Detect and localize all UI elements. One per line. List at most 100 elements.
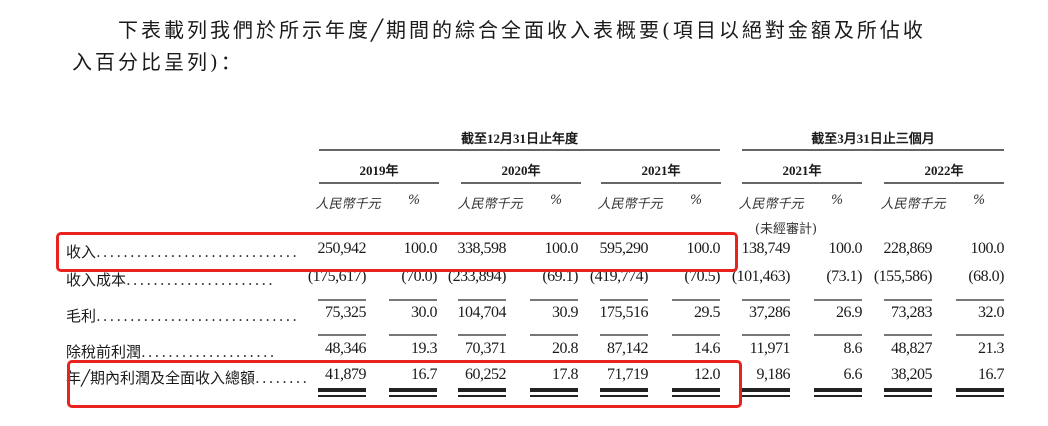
subtotal-rule bbox=[389, 299, 437, 301]
table-cell: 20.8 bbox=[552, 340, 579, 357]
table-cell: 100.0 bbox=[970, 240, 1005, 257]
table-cell: (175,617) bbox=[307, 268, 367, 285]
table-cell: 17.8 bbox=[552, 366, 579, 383]
table-cell: 138,749 bbox=[741, 240, 791, 257]
year-rule bbox=[601, 182, 721, 184]
subtotal-rule bbox=[318, 299, 366, 301]
table-cell: (68.0) bbox=[968, 268, 1004, 285]
total-double-rule bbox=[530, 388, 578, 397]
table-cell: (101,463) bbox=[731, 268, 791, 285]
total-double-rule bbox=[600, 388, 648, 397]
table-cell: 16.7 bbox=[411, 366, 438, 383]
table-cell: 38,205 bbox=[891, 366, 933, 383]
year-header: 2022年 bbox=[924, 163, 964, 178]
row-label-text: 年╱期內利潤及全面收入總額 bbox=[66, 369, 256, 387]
table-cell: 48,346 bbox=[325, 340, 367, 357]
table-cell: 48,827 bbox=[891, 340, 933, 357]
subtotal-rule bbox=[956, 299, 1004, 301]
subtotal-rule bbox=[672, 299, 720, 301]
table-cell: 29.5 bbox=[694, 304, 721, 321]
table-cell: (69.1) bbox=[542, 268, 578, 285]
table-cell: 70,371 bbox=[465, 340, 507, 357]
table-cell: (70.0) bbox=[401, 268, 437, 285]
row-label: 除稅前利潤.................... bbox=[66, 341, 306, 362]
row-label: 收入.............................. bbox=[66, 241, 306, 262]
year-header: 2021年 bbox=[641, 163, 681, 178]
table-cell: 9,186 bbox=[756, 366, 791, 383]
year-rule bbox=[461, 182, 581, 184]
table-cell: 60,252 bbox=[465, 366, 507, 383]
table-cell: (233,894) bbox=[447, 268, 507, 285]
table-cell: 75,325 bbox=[325, 304, 367, 321]
subtotal-rule bbox=[742, 334, 790, 336]
highlight-box-total-comprehensive-income bbox=[67, 360, 742, 408]
table-cell: 30.0 bbox=[411, 304, 438, 321]
subtotal-rule bbox=[884, 299, 932, 301]
subtotal-rule bbox=[530, 334, 578, 336]
table-cell: 41,879 bbox=[325, 366, 367, 383]
table-cell: 100.0 bbox=[828, 240, 863, 257]
year-rule bbox=[742, 182, 862, 184]
unit-percent: % bbox=[549, 193, 563, 208]
table-cell: (155,586) bbox=[873, 268, 933, 285]
unit-percent: % bbox=[689, 193, 703, 208]
table-cell: 73,283 bbox=[891, 304, 933, 321]
row-label: 毛利.............................. bbox=[66, 305, 306, 326]
header-rule bbox=[319, 149, 720, 151]
table-cell: 104,704 bbox=[457, 304, 507, 321]
intro-line-2: 入百分比呈列)： bbox=[72, 50, 244, 74]
subtotal-rule bbox=[814, 334, 862, 336]
subtotal-rule bbox=[672, 334, 720, 336]
subtotal-rule bbox=[458, 299, 506, 301]
subtotal-rule bbox=[956, 334, 1004, 336]
table-cell: (70.5) bbox=[684, 268, 720, 285]
table-cell: 6.6 bbox=[843, 366, 863, 383]
header-group-annual: 截至12月31日止年度 bbox=[460, 131, 578, 146]
table-cell: 100.0 bbox=[403, 240, 438, 257]
leader-dots: .............................. bbox=[96, 243, 300, 261]
subtotal-rule bbox=[530, 299, 578, 301]
table-cell: 175,516 bbox=[599, 304, 649, 321]
table-cell: 250,942 bbox=[317, 240, 367, 257]
unit-percent: % bbox=[407, 193, 421, 208]
header-group-quarter: 截至3月31日止三個月 bbox=[811, 131, 935, 146]
unit-percent: % bbox=[830, 193, 844, 208]
unaudited-note: (未經審計) bbox=[754, 222, 818, 237]
table-cell: (73.1) bbox=[826, 268, 862, 285]
table-cell: 100.0 bbox=[686, 240, 721, 257]
row-label-text: 收入成本 bbox=[66, 271, 127, 289]
table-cell: 595,290 bbox=[599, 240, 649, 257]
unit-amount: 人民幣千元 bbox=[457, 197, 523, 212]
table-cell: 30.9 bbox=[552, 304, 579, 321]
total-double-rule bbox=[389, 388, 437, 397]
total-double-rule bbox=[672, 388, 720, 397]
table-cell: 12.0 bbox=[694, 366, 721, 383]
table-cell: 14.6 bbox=[694, 340, 721, 357]
leader-dots: ...................... bbox=[126, 271, 275, 289]
table-cell: 16.7 bbox=[978, 366, 1005, 383]
table-cell: 87,142 bbox=[607, 340, 649, 357]
year-rule bbox=[884, 182, 1004, 184]
unit-amount: 人民幣千元 bbox=[597, 197, 663, 212]
total-double-rule bbox=[458, 388, 506, 397]
year-header: 2020年 bbox=[501, 163, 541, 178]
table-cell: 32.0 bbox=[978, 304, 1005, 321]
table-cell: 26.9 bbox=[836, 304, 863, 321]
year-rule bbox=[319, 182, 439, 184]
unit-amount: 人民幣千元 bbox=[880, 197, 946, 212]
row-label: 收入成本...................... bbox=[66, 269, 306, 290]
table-cell: 19.3 bbox=[411, 340, 438, 357]
table-cell: 11,971 bbox=[749, 340, 791, 357]
header-rule bbox=[742, 149, 1004, 151]
table-cell: 338,598 bbox=[457, 240, 507, 257]
table-cell: 8.6 bbox=[843, 340, 863, 357]
subtotal-rule bbox=[389, 334, 437, 336]
intro-line-1: 下表載列我們於所示年度╱期間的綜合全面收入表概要(項目以絕對金額及所佔收 bbox=[118, 18, 926, 42]
total-double-rule bbox=[814, 388, 862, 397]
leader-dots: .............................. bbox=[96, 307, 300, 325]
row-label: 年╱期內利潤及全面收入總額......... bbox=[66, 367, 306, 388]
unit-amount: 人民幣千元 bbox=[738, 197, 804, 212]
row-label-text: 毛利 bbox=[66, 307, 97, 325]
year-header: 2019年 bbox=[359, 163, 399, 178]
